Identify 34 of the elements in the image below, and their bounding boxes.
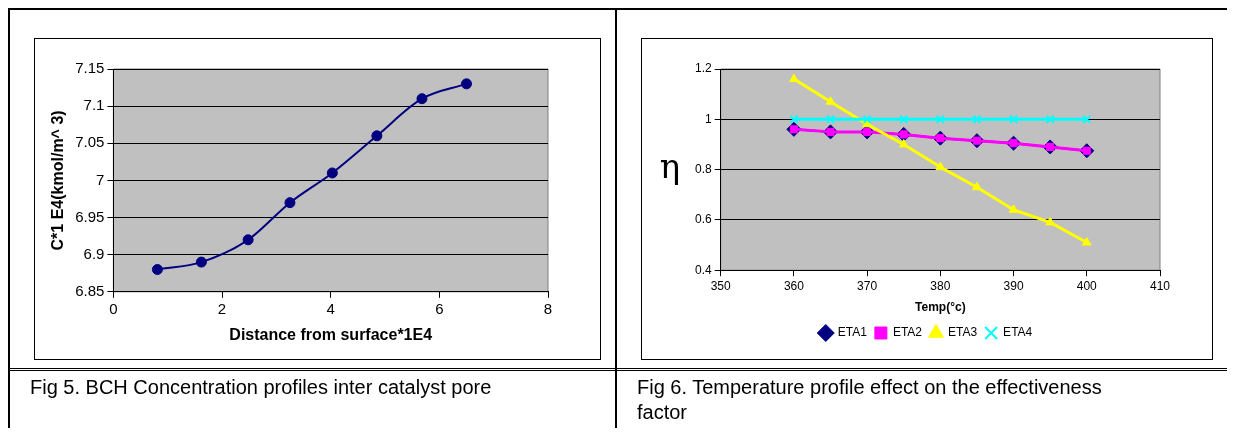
y-tick-label: 0.6: [694, 212, 712, 227]
y-tick-label: 7.15: [75, 59, 105, 77]
x-tick-label: 360: [783, 278, 805, 293]
y-tick-label: 1.2: [694, 61, 712, 76]
y-tick-label: 7: [96, 170, 105, 188]
x-tick-label: 6: [435, 299, 444, 317]
x-tick-label: 410: [1149, 278, 1171, 293]
x-tick-label: 370: [857, 278, 878, 293]
legend-label: ETA3: [948, 325, 978, 340]
x-tick-label: 350: [710, 278, 732, 293]
x-tick-label: 400: [1076, 278, 1098, 293]
x-axis-title: Distance from surface*1E4: [229, 325, 433, 343]
y-axis-title: η: [659, 146, 681, 187]
legend-label: ETA4: [1003, 325, 1033, 340]
x-tick-label: 0: [109, 299, 118, 317]
y-tick-label: 6.85: [75, 281, 105, 299]
y-tick-label: 1: [704, 111, 712, 126]
x-tick-label: 390: [1003, 278, 1024, 293]
x-tick-label: 8: [543, 299, 553, 317]
x-tick-label: 4: [326, 299, 335, 317]
caption: Fig 5. BCH Concentration profiles inter catalyst pore: [29, 375, 493, 400]
y-axis-title: C*1 E4(kmol/m^ 3): [49, 110, 67, 251]
x-tick-label: 2: [217, 299, 227, 317]
y-tick-label: 6.95: [75, 207, 105, 225]
y-tick-label: 7.1: [83, 96, 105, 114]
legend-label: ETA1: [837, 325, 868, 340]
x-axis-title: Temp(°c): [915, 300, 966, 315]
y-tick-label: 0.4: [694, 262, 712, 277]
legend-label: ETA2: [892, 325, 923, 340]
y-tick-label: 0.8: [694, 161, 712, 176]
y-tick-label: 7.05: [75, 133, 105, 151]
caption: Fig 6. Temperature profile effect on the effectiveness factor: [636, 375, 1103, 425]
x-tick-label: 380: [930, 278, 951, 293]
y-tick-label: 6.9: [83, 244, 105, 262]
